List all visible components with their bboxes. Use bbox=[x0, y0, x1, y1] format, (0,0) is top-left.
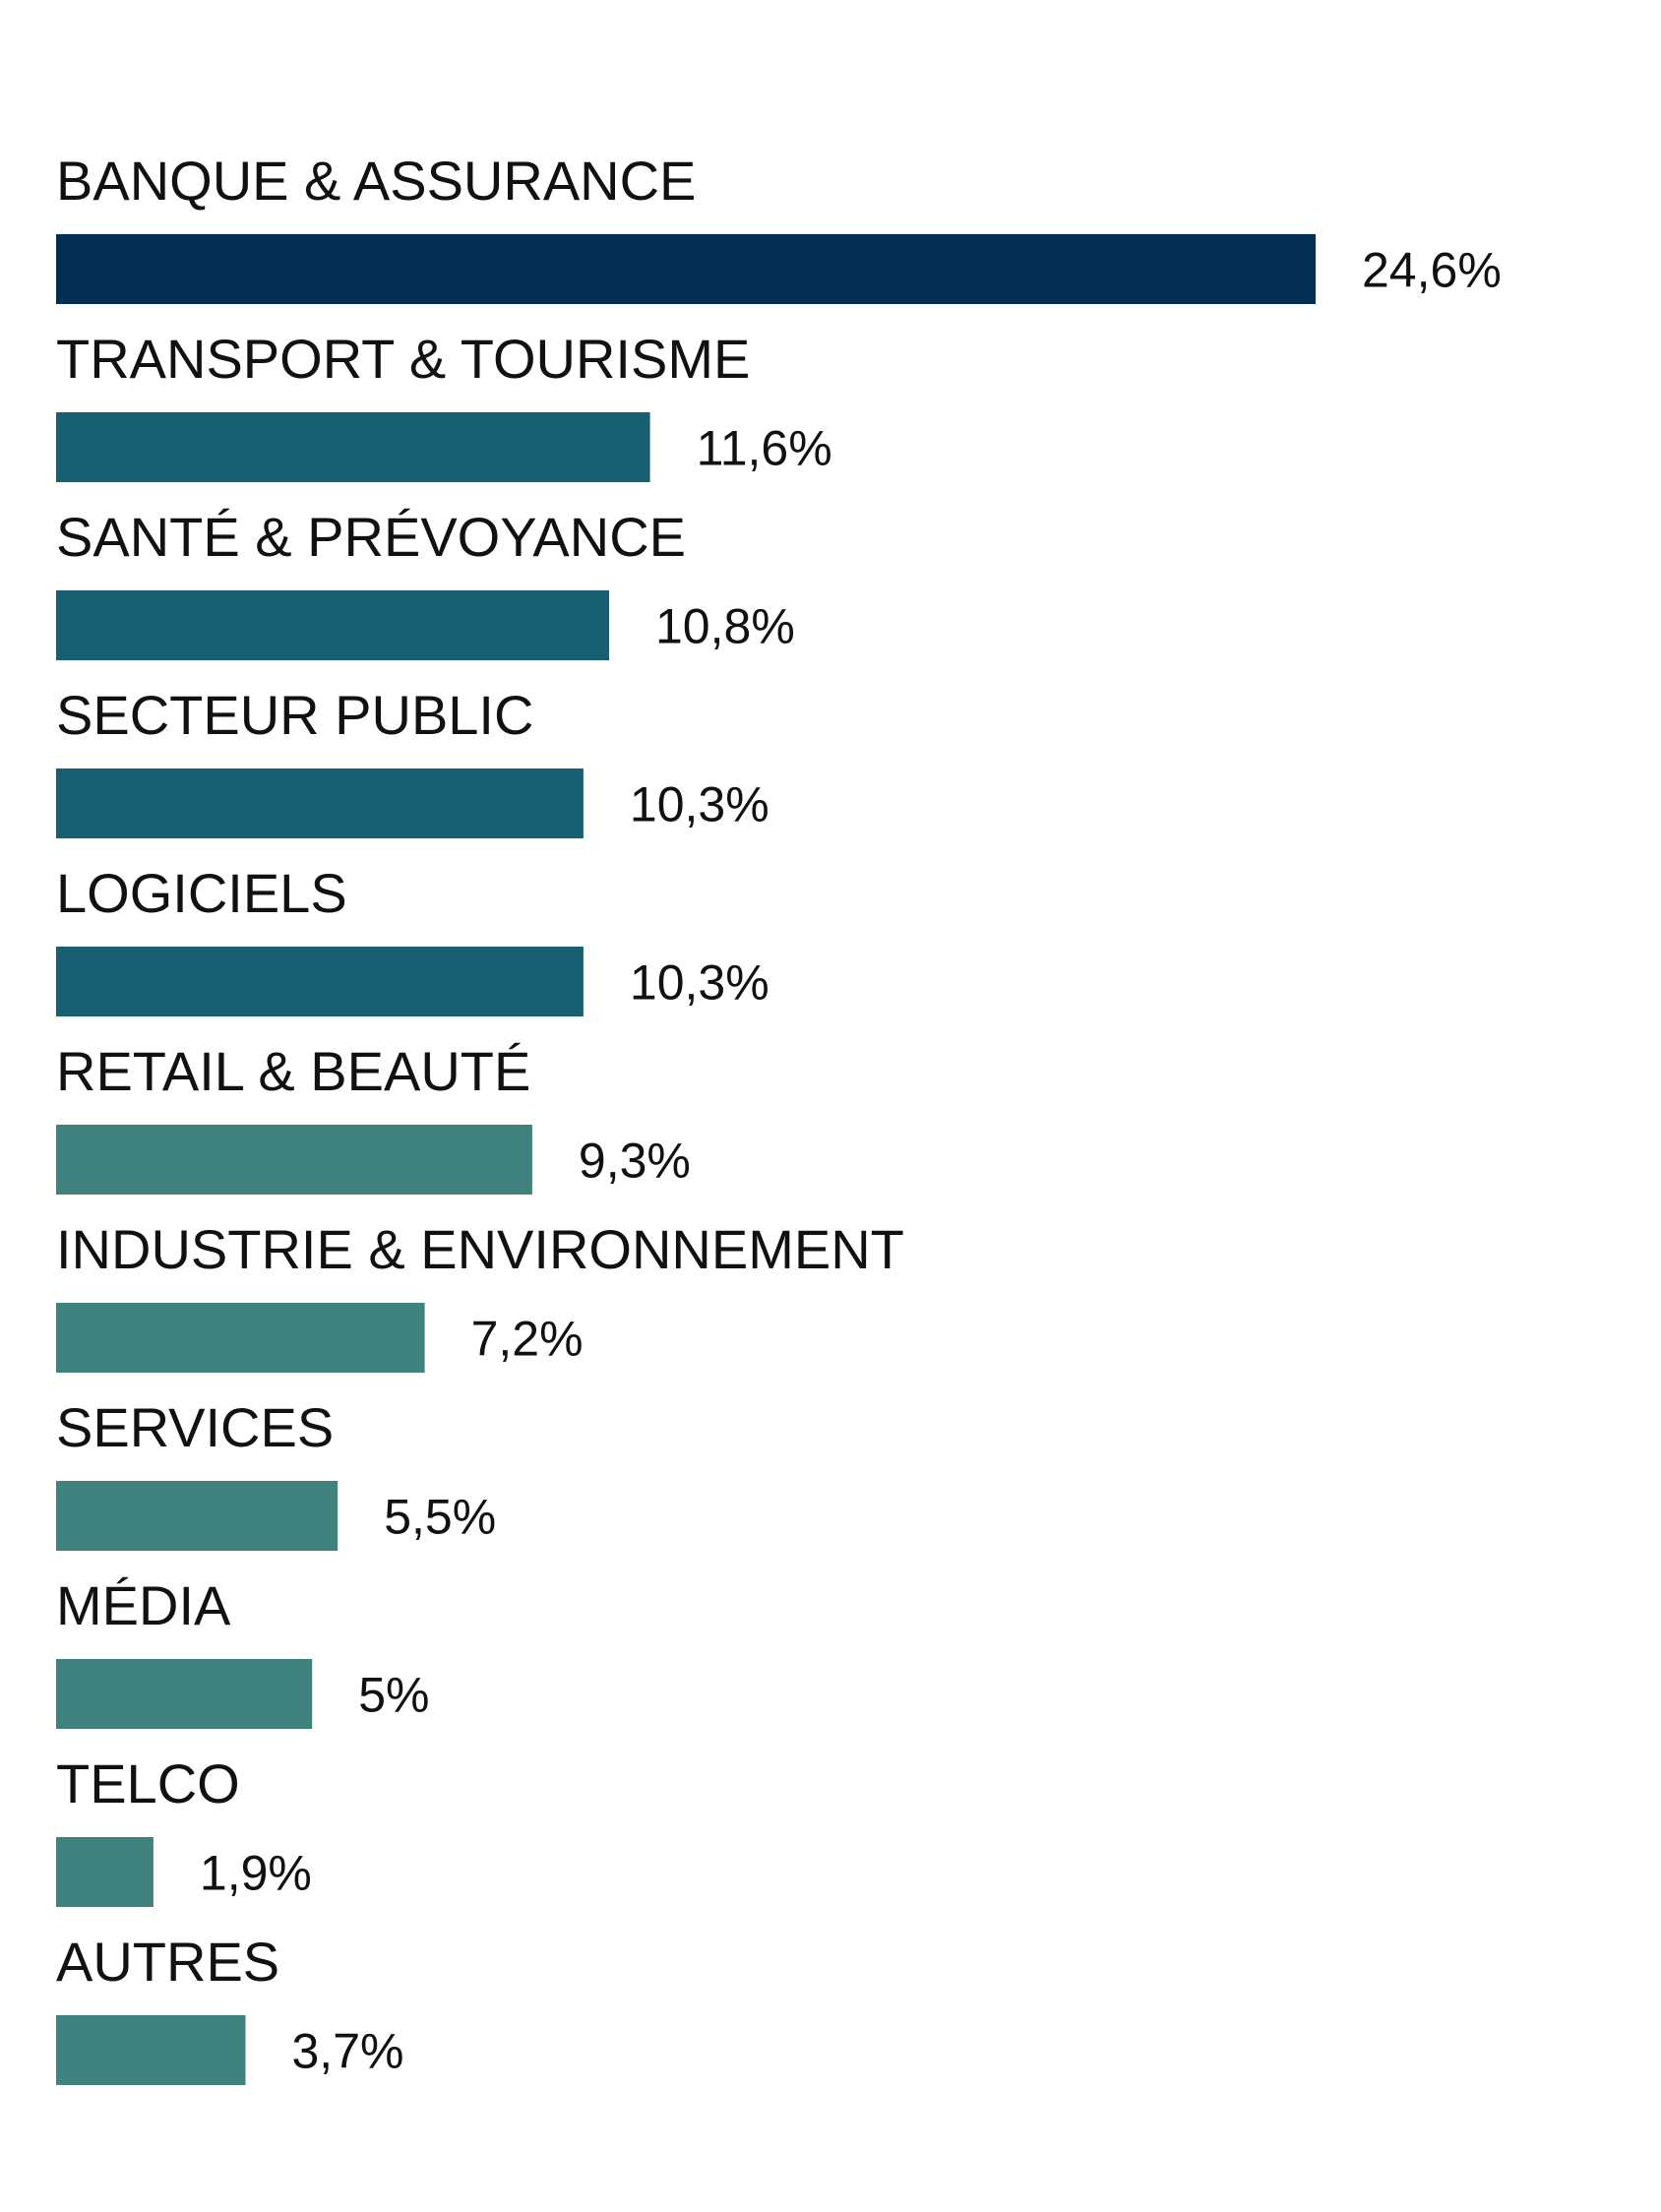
category-label: TRANSPORT & TOURISME bbox=[56, 328, 750, 390]
bar bbox=[56, 1481, 338, 1551]
bar bbox=[56, 590, 609, 660]
bar bbox=[56, 1125, 532, 1195]
category-label: AUTRES bbox=[56, 1931, 279, 1993]
value-label: 3,7% bbox=[292, 2024, 404, 2079]
category-label: RETAIL & BEAUTÉ bbox=[56, 1040, 530, 1102]
value-label: 10,3% bbox=[630, 777, 769, 832]
category-label: BANQUE & ASSURANCE bbox=[56, 150, 696, 212]
bar bbox=[56, 1837, 154, 1907]
value-label: 9,3% bbox=[579, 1134, 691, 1189]
bar bbox=[56, 2015, 246, 2085]
bar bbox=[56, 947, 584, 1016]
category-label: LOGICIELS bbox=[56, 862, 347, 924]
category-label: SANTÉ & PRÉVOYANCE bbox=[56, 506, 686, 568]
value-label: 5% bbox=[358, 1668, 429, 1723]
value-label: 7,2% bbox=[471, 1312, 584, 1367]
bars-layer: BANQUE & ASSURANCE 24,6% TRANSPORT & TOURI… bbox=[56, 150, 1502, 2085]
category-label: MÉDIA bbox=[56, 1574, 231, 1636]
value-label: 5,5% bbox=[384, 1490, 496, 1545]
value-label: 11,6% bbox=[697, 421, 832, 476]
bar bbox=[56, 234, 1316, 304]
category-label: SERVICES bbox=[56, 1396, 334, 1458]
value-label: 1,9% bbox=[200, 1846, 312, 1901]
bar bbox=[56, 412, 650, 482]
value-label: 10,3% bbox=[630, 955, 769, 1011]
bar bbox=[56, 768, 584, 838]
bar bbox=[56, 1659, 313, 1729]
bar bbox=[56, 1303, 425, 1373]
value-label: 24,6% bbox=[1362, 243, 1502, 298]
category-label: TELCO bbox=[56, 1752, 240, 1814]
category-label: SECTEUR PUBLIC bbox=[56, 684, 533, 746]
category-label: INDUSTRIE & ENVIRONNEMENT bbox=[56, 1218, 904, 1280]
value-label: 10,8% bbox=[655, 599, 795, 654]
